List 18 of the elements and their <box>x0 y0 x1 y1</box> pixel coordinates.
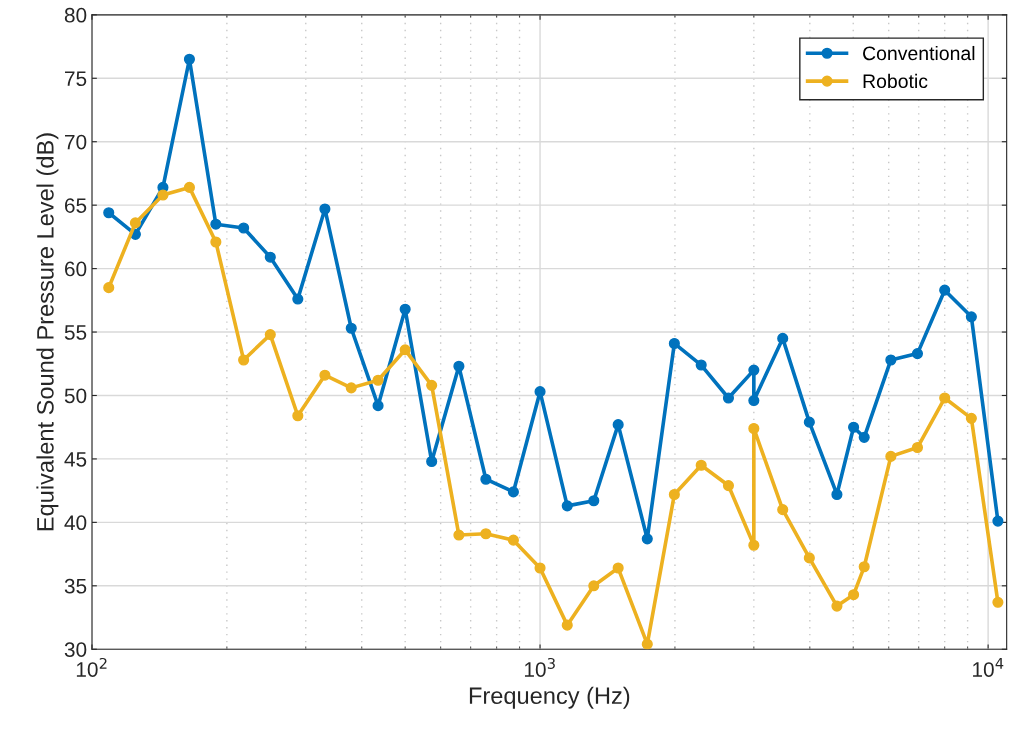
y-tick-label: 80 <box>64 7 87 23</box>
y-tick-label: 70 <box>65 134 87 150</box>
legend-label: Conventional <box>863 45 975 61</box>
y-tick-label: 30 <box>64 642 87 657</box>
y-tick-label: 45 <box>64 452 87 467</box>
y-tick-label: 55 <box>64 325 87 340</box>
y-tick-label: 50 <box>64 388 87 404</box>
y-tick-label: 75 <box>65 71 87 87</box>
y-tick-label: 35 <box>64 578 87 594</box>
y-tick-label: 40 <box>64 515 87 531</box>
x-tick-label: 10$^{4}$ <box>973 658 1004 677</box>
x-axis-title: Frequency (Hz) <box>469 686 630 709</box>
y-tick-label: 60 <box>65 261 87 277</box>
x-tick-label: 10$^{3}$ <box>524 657 555 677</box>
x-tick-label: 10$^{2}$ <box>76 657 107 677</box>
y-axis-title: Equivalent Sound Pressure Level (dB) <box>36 133 59 531</box>
y-tick-label: 65 <box>65 198 87 213</box>
legend-label: Robotic <box>863 73 928 89</box>
